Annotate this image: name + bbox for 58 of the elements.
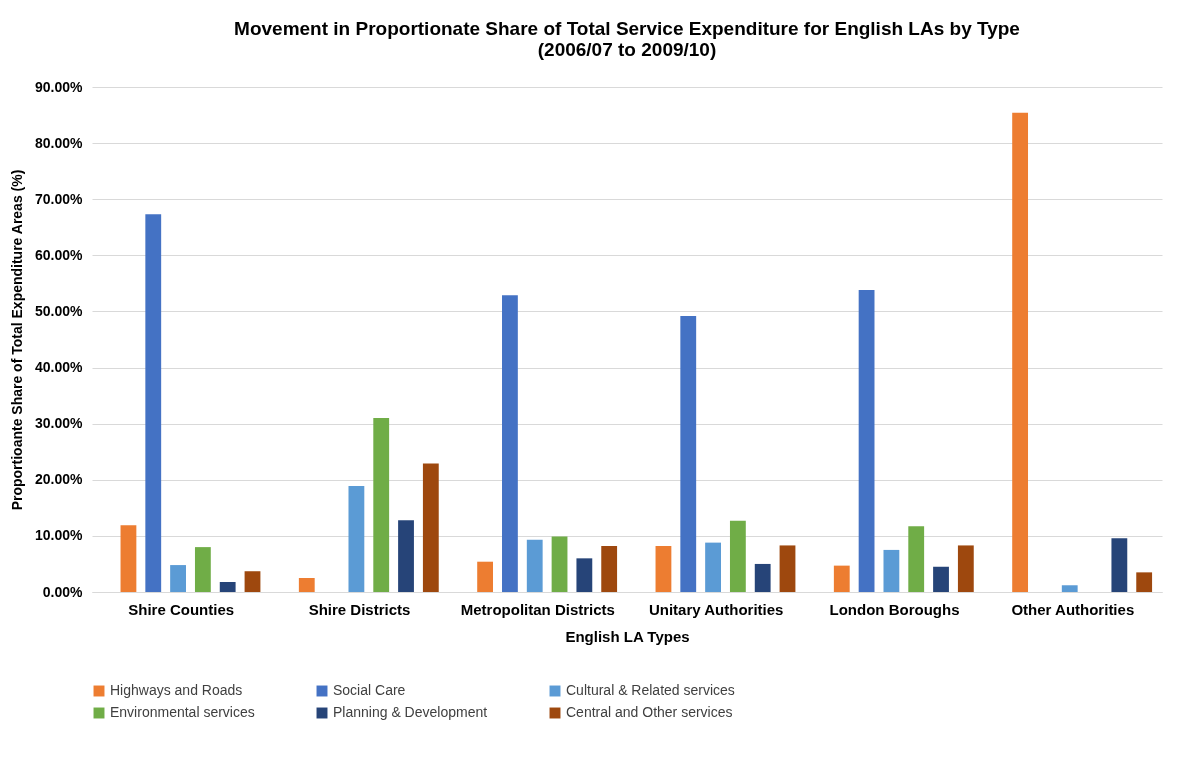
y-tick-label: 30.00% <box>35 415 84 432</box>
legend-label: Social Care <box>333 682 406 698</box>
legend-label: Cultural & Related services <box>566 682 735 698</box>
bar <box>526 539 543 592</box>
y-tick-label: 40.00% <box>35 359 84 376</box>
y-tick-label: 50.00% <box>35 302 84 319</box>
y-tick-label: 80.00% <box>35 134 84 151</box>
bar <box>729 520 746 592</box>
bar <box>477 561 494 592</box>
bar <box>244 571 261 592</box>
bar <box>145 214 162 592</box>
bar <box>219 581 236 592</box>
bar <box>502 295 518 592</box>
bar <box>779 545 796 592</box>
bar <box>705 542 721 592</box>
bar <box>883 549 900 592</box>
bar <box>1012 112 1029 592</box>
bar <box>655 545 672 592</box>
bar <box>348 485 365 592</box>
bar <box>601 545 618 592</box>
x-tick-label: London Boroughs <box>829 600 960 618</box>
x-tick-label: Other Authorities <box>1011 600 1135 618</box>
bar <box>858 290 875 592</box>
bar <box>1136 572 1153 592</box>
legend-label: Central and Other services <box>566 704 733 720</box>
bar <box>551 536 568 592</box>
bar <box>680 315 697 592</box>
x-tick-label: Shire Districts <box>308 600 411 618</box>
y-axis-title: Proportioante Share of Total Expenditure Areas (%) <box>9 169 26 511</box>
y-tick-label: 90.00% <box>35 78 84 95</box>
y-tick-label: 20.00% <box>35 471 84 488</box>
bar <box>1111 538 1128 592</box>
bar <box>422 463 439 592</box>
bar <box>373 418 390 592</box>
y-tick-label: 60.00% <box>35 246 84 263</box>
legend-label: Highways and Roads <box>110 682 243 698</box>
y-tick-label: 0.00% <box>42 583 84 600</box>
y-tick-label: 70.00% <box>35 190 84 207</box>
y-tick-label: 10.00% <box>35 527 84 544</box>
bar <box>908 526 925 592</box>
bar <box>754 563 771 592</box>
chart-title: Movement in Proportionate Share of Total Service Expenditure for English LAs by Type (2006/07 to 2009/10) <box>234 18 1020 60</box>
bar <box>1061 585 1078 592</box>
bar <box>833 565 850 592</box>
x-tick-label: Metropolitan Districts <box>460 600 615 618</box>
bar <box>194 547 211 592</box>
bar <box>298 577 315 592</box>
bar <box>933 566 949 592</box>
x-tick-label: Shire Counties <box>128 600 235 618</box>
x-axis-title: English LA Types <box>565 627 690 645</box>
bar <box>398 520 414 592</box>
bar <box>120 525 137 592</box>
bar <box>957 545 974 592</box>
legend-label: Environmental services <box>110 704 255 720</box>
bar <box>170 565 186 592</box>
bar <box>576 558 593 592</box>
x-tick-label: Unitary Authorities <box>648 600 784 618</box>
legend-label: Planning & Development <box>333 704 488 720</box>
